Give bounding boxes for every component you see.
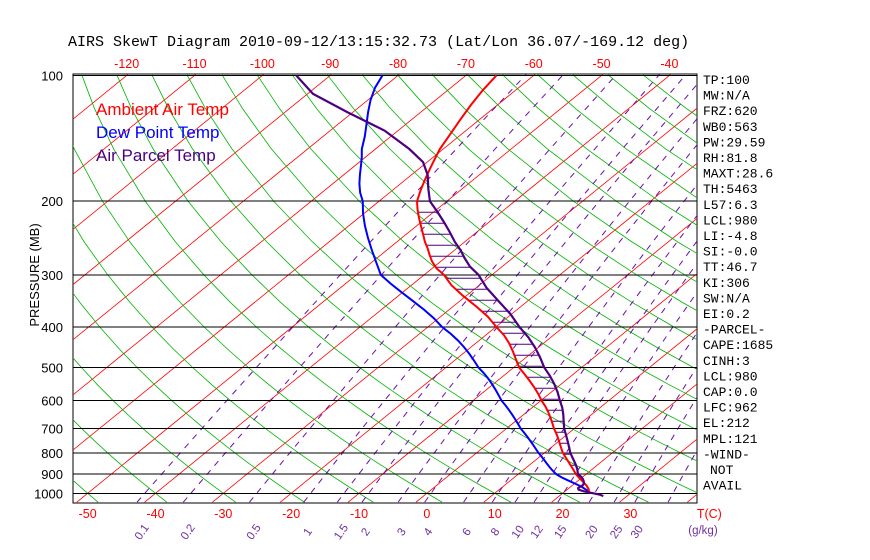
svg-text:30: 30 xyxy=(623,507,637,521)
svg-text:LFC:962: LFC:962 xyxy=(703,401,758,416)
svg-text:200: 200 xyxy=(41,194,63,209)
svg-text:LI:-4.8: LI:-4.8 xyxy=(703,229,758,244)
svg-text:WB0:563: WB0:563 xyxy=(703,120,758,135)
svg-text:10: 10 xyxy=(488,507,502,521)
svg-text:1000: 1000 xyxy=(34,486,63,501)
svg-text:700: 700 xyxy=(41,422,63,437)
svg-text:-30: -30 xyxy=(214,507,232,521)
svg-text:LCL:980: LCL:980 xyxy=(703,213,758,228)
svg-text:MAXT:28.6: MAXT:28.6 xyxy=(703,167,773,182)
svg-text:KI:306: KI:306 xyxy=(703,276,750,291)
svg-text:FRZ:620: FRZ:620 xyxy=(703,104,758,119)
svg-text:-110: -110 xyxy=(182,57,206,71)
svg-text:EI:0.2: EI:0.2 xyxy=(703,307,750,322)
svg-text:20: 20 xyxy=(556,507,570,521)
svg-text:900: 900 xyxy=(41,467,63,482)
svg-text:Air Parcel Temp: Air Parcel Temp xyxy=(96,146,216,165)
svg-text:PW:29.59: PW:29.59 xyxy=(703,135,765,150)
svg-text:-100: -100 xyxy=(250,57,275,71)
svg-text:NOT: NOT xyxy=(710,463,734,478)
svg-text:0: 0 xyxy=(423,507,430,521)
svg-text:100: 100 xyxy=(41,68,63,83)
svg-text:MPL:121: MPL:121 xyxy=(703,432,758,447)
svg-text:CINH:3: CINH:3 xyxy=(703,354,750,369)
svg-text:-WIND-: -WIND- xyxy=(703,447,750,462)
svg-text:-120: -120 xyxy=(114,57,139,71)
svg-text:-70: -70 xyxy=(457,57,475,71)
svg-text:TH:5463: TH:5463 xyxy=(703,182,758,197)
svg-text:-20: -20 xyxy=(282,507,300,521)
svg-text:CAPE:1685: CAPE:1685 xyxy=(703,338,773,353)
svg-text:AIRS SkewT Diagram 2010-09-12/: AIRS SkewT Diagram 2010-09-12/13:15:32.7… xyxy=(68,34,689,51)
svg-text:SI:-0.0: SI:-0.0 xyxy=(703,245,758,260)
svg-text:AVAIL: AVAIL xyxy=(703,479,742,494)
svg-text:Ambient Air Temp: Ambient Air Temp xyxy=(96,100,229,119)
svg-text:800: 800 xyxy=(41,446,63,461)
svg-text:-40: -40 xyxy=(660,57,678,71)
svg-text:Dew Point Temp: Dew Point Temp xyxy=(96,123,219,142)
svg-text:-40: -40 xyxy=(146,507,164,521)
svg-text:T(C): T(C) xyxy=(697,507,722,521)
svg-text:EL:212: EL:212 xyxy=(703,416,750,431)
svg-text:-90: -90 xyxy=(321,57,339,71)
svg-text:LCL:980: LCL:980 xyxy=(703,369,758,384)
svg-text:CAP:0.0: CAP:0.0 xyxy=(703,385,758,400)
svg-text:600: 600 xyxy=(41,394,63,409)
svg-text:SW:N/A: SW:N/A xyxy=(703,291,750,306)
svg-text:PRESSURE (MB): PRESSURE (MB) xyxy=(27,223,42,326)
svg-text:(g/kg): (g/kg) xyxy=(688,525,718,537)
svg-text:-PARCEL-: -PARCEL- xyxy=(703,323,765,338)
svg-text:500: 500 xyxy=(41,361,63,376)
svg-text:RH:81.8: RH:81.8 xyxy=(703,151,758,166)
svg-text:L57:6.3: L57:6.3 xyxy=(703,198,758,213)
svg-text:TT:46.7: TT:46.7 xyxy=(703,260,758,275)
svg-text:-50: -50 xyxy=(79,507,97,521)
svg-text:MW:N/A: MW:N/A xyxy=(703,89,750,104)
svg-text:TP:100: TP:100 xyxy=(703,73,750,88)
svg-text:-80: -80 xyxy=(389,57,407,71)
svg-text:-50: -50 xyxy=(593,57,611,71)
svg-text:-60: -60 xyxy=(525,57,543,71)
svg-text:-10: -10 xyxy=(350,507,368,521)
svg-text:300: 300 xyxy=(41,268,63,283)
svg-text:400: 400 xyxy=(41,320,63,335)
